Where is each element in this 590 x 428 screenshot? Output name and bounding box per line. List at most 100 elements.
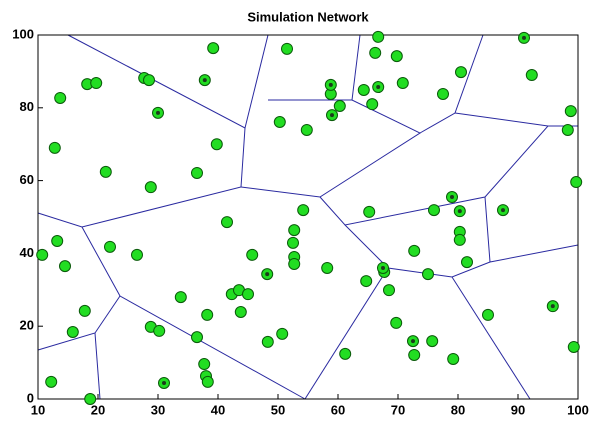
point [363, 205, 376, 218]
point [564, 105, 577, 118]
point [198, 358, 211, 371]
point [90, 77, 103, 90]
y-tick-label: 0 [27, 390, 34, 405]
point-center [265, 272, 270, 277]
point [153, 324, 166, 337]
point [288, 257, 301, 270]
plot-area [38, 35, 578, 399]
x-tick-label: 80 [451, 402, 465, 417]
point [390, 50, 403, 63]
point [383, 284, 395, 297]
point-center [550, 304, 555, 309]
point [525, 69, 538, 82]
x-tick-label: 70 [391, 402, 405, 417]
point [261, 335, 274, 348]
point-center [457, 209, 462, 214]
point [174, 291, 187, 304]
point [570, 176, 583, 189]
point [437, 87, 449, 100]
point [287, 236, 299, 249]
point-center [450, 194, 454, 199]
point [36, 248, 49, 261]
point [339, 347, 352, 360]
point [48, 141, 61, 154]
point [461, 256, 473, 269]
point [482, 308, 494, 321]
chart-title: Simulation Network [247, 9, 369, 24]
point-center [330, 113, 334, 118]
x-tick-label: 100 [567, 402, 589, 417]
point [390, 316, 403, 329]
x-tick-label: 30 [151, 402, 165, 417]
x-tick-label: 90 [511, 402, 525, 417]
point-center [522, 35, 526, 40]
point [59, 260, 71, 273]
point [191, 331, 203, 344]
point [357, 83, 370, 96]
point [191, 166, 203, 179]
voronoi-edges [37, 34, 579, 400]
x-tick-label: 50 [271, 402, 285, 417]
point [45, 375, 58, 388]
point [78, 304, 91, 317]
point [54, 91, 67, 104]
point [221, 216, 233, 229]
point-center [376, 85, 381, 90]
x-tick-label: 20 [91, 402, 105, 417]
point [422, 268, 434, 281]
point [453, 233, 466, 246]
point [366, 98, 379, 111]
point-center [162, 380, 166, 385]
point [51, 235, 64, 248]
point [201, 308, 214, 321]
point [143, 74, 155, 87]
point [333, 99, 346, 112]
point [396, 77, 409, 90]
point [288, 224, 301, 237]
point [300, 124, 313, 137]
point [246, 248, 259, 261]
point [66, 326, 79, 339]
y-tick-label: 100 [12, 26, 34, 41]
point [201, 375, 214, 388]
axes-box [37, 34, 579, 400]
point [99, 165, 112, 178]
point [408, 244, 421, 257]
point [207, 42, 220, 55]
point [273, 115, 286, 128]
point [131, 248, 143, 261]
point-center [202, 78, 207, 83]
x-tick-label: 10 [31, 402, 45, 417]
point [210, 138, 223, 151]
point [567, 340, 580, 353]
point [447, 352, 460, 365]
point [360, 275, 373, 288]
point [561, 124, 574, 137]
point [372, 30, 385, 43]
point [104, 240, 116, 253]
point [426, 335, 439, 348]
y-tick-label: 20 [20, 318, 34, 333]
x-tick-label: 40 [211, 402, 225, 417]
point [297, 204, 310, 217]
y-tick-label: 40 [20, 245, 34, 260]
point [242, 288, 254, 301]
point [84, 393, 97, 405]
point [234, 306, 247, 319]
point [428, 204, 440, 217]
point-center [381, 265, 385, 270]
point-center [501, 208, 505, 213]
point-center [411, 339, 415, 344]
point-center [328, 82, 333, 87]
point [408, 348, 421, 361]
y-tick-label: 80 [20, 99, 34, 114]
y-tick-label: 60 [20, 172, 34, 187]
x-tick-label: 60 [331, 402, 345, 417]
point [276, 327, 289, 340]
point [281, 42, 293, 55]
point [369, 46, 382, 59]
point [321, 261, 334, 274]
point-center [156, 110, 160, 115]
point [455, 66, 467, 79]
